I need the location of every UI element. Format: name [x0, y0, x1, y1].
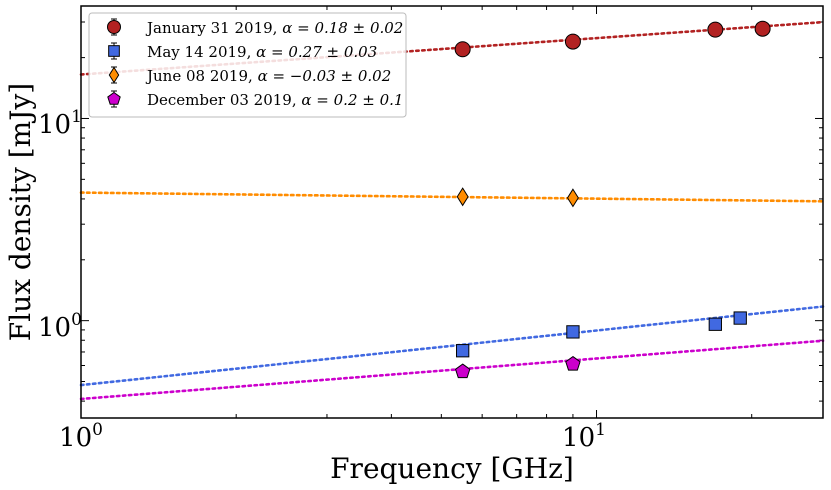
fit-lines: [79, 20, 825, 401]
legend-marker-pentagon: [107, 91, 121, 105]
legend-markers: [107, 18, 121, 108]
y-tick-label: 100: [38, 310, 82, 343]
legend: January 31 2019, α = 0.18 ± 0.02 May 14 …: [88, 12, 407, 118]
fit-line-series-0: [79, 20, 825, 76]
data-point-series-0: [754, 20, 771, 37]
data-points: [454, 20, 771, 379]
plot-frame: [80, 5, 824, 419]
legend-entry-jun: June 08 2019, α = −0.03 ± 0.02: [145, 67, 391, 85]
legend-entry-dec: December 03 2019, α = 0.2 ± 0.1: [147, 91, 403, 109]
legend-marker-circle: [107, 20, 121, 34]
x-axis-label: Frequency [GHz]: [330, 452, 574, 485]
y-tick-label: 101: [38, 107, 82, 140]
data-point-series-1: [566, 325, 580, 339]
x-tick-label: 101: [562, 420, 606, 453]
data-point-series-0: [454, 41, 471, 58]
data-point-series-3: [454, 363, 471, 379]
y-axis-label: Flux density [mJy]: [4, 83, 37, 341]
legend-entry-jan: January 31 2019, α = 0.18 ± 0.02: [145, 19, 403, 37]
legend-marker-diamond: [108, 66, 120, 84]
data-point-series-1: [708, 317, 722, 331]
data-point-series-0: [707, 21, 724, 38]
data-point-series-2: [566, 188, 579, 208]
legend-entry-may: May 14 2019, α = 0.27 ± 0.03: [147, 43, 377, 61]
data-point-series-1: [456, 344, 470, 358]
fit-line-series-3: [79, 339, 825, 401]
legend-frame: [88, 12, 407, 118]
fit-line-series-1: [79, 305, 825, 387]
legend-marker-square: [108, 45, 120, 57]
data-point-series-1: [733, 311, 747, 325]
x-tick-labels: 100 101: [59, 420, 606, 453]
fit-line-series-2: [79, 191, 825, 203]
x-tick-label: 100: [59, 420, 103, 453]
data-point-series-0: [564, 33, 581, 50]
data-point-series-3: [565, 355, 581, 371]
y-tick-labels: 100 101: [38, 107, 82, 343]
data-point-series-2: [456, 187, 469, 207]
